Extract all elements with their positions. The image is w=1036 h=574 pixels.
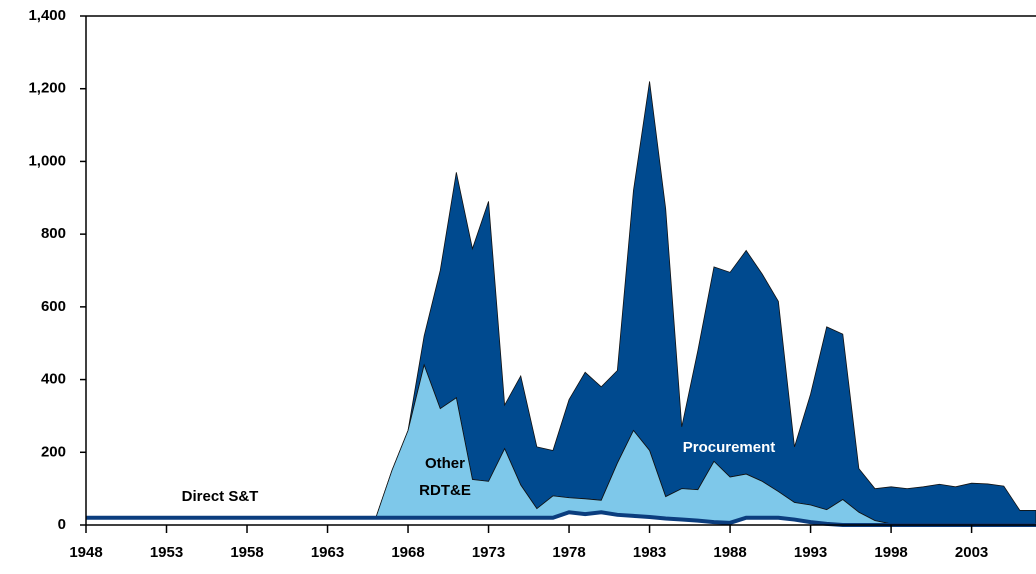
x-tick-label: 1958 — [230, 544, 263, 561]
series-label: Other RDT&E — [419, 455, 471, 499]
y-tick-label: 1,200 — [28, 80, 66, 97]
x-tick-label: 1983 — [633, 544, 666, 561]
y-tick-label: 600 — [41, 298, 66, 315]
area — [86, 81, 1036, 526]
x-tick-label: 1973 — [472, 544, 505, 561]
x-tick-label: 1968 — [391, 544, 424, 561]
y-tick-label: 200 — [41, 443, 66, 460]
x-tick-label: 1993 — [794, 544, 827, 561]
x-tick-label: 1978 — [552, 544, 585, 561]
y-tick-label: 400 — [41, 371, 66, 388]
x-tick-label: 1988 — [713, 544, 746, 561]
series-label: Direct S&T — [182, 488, 259, 505]
series-label: Procurement — [683, 439, 776, 456]
series-label-box: Other RDT&E — [419, 455, 471, 499]
y-tick-label: 800 — [41, 225, 66, 242]
x-tick-label: 2003 — [955, 544, 988, 561]
y-tick-label: 1,000 — [28, 152, 66, 169]
y-tick-label: 1,400 — [28, 7, 66, 24]
x-tick-label: 1963 — [311, 544, 344, 561]
y-tick-label: 0 — [58, 516, 66, 533]
x-tick-label: 1998 — [874, 544, 907, 561]
x-tick-label: 1953 — [150, 544, 183, 561]
x-tick-label: 1948 — [69, 544, 102, 561]
